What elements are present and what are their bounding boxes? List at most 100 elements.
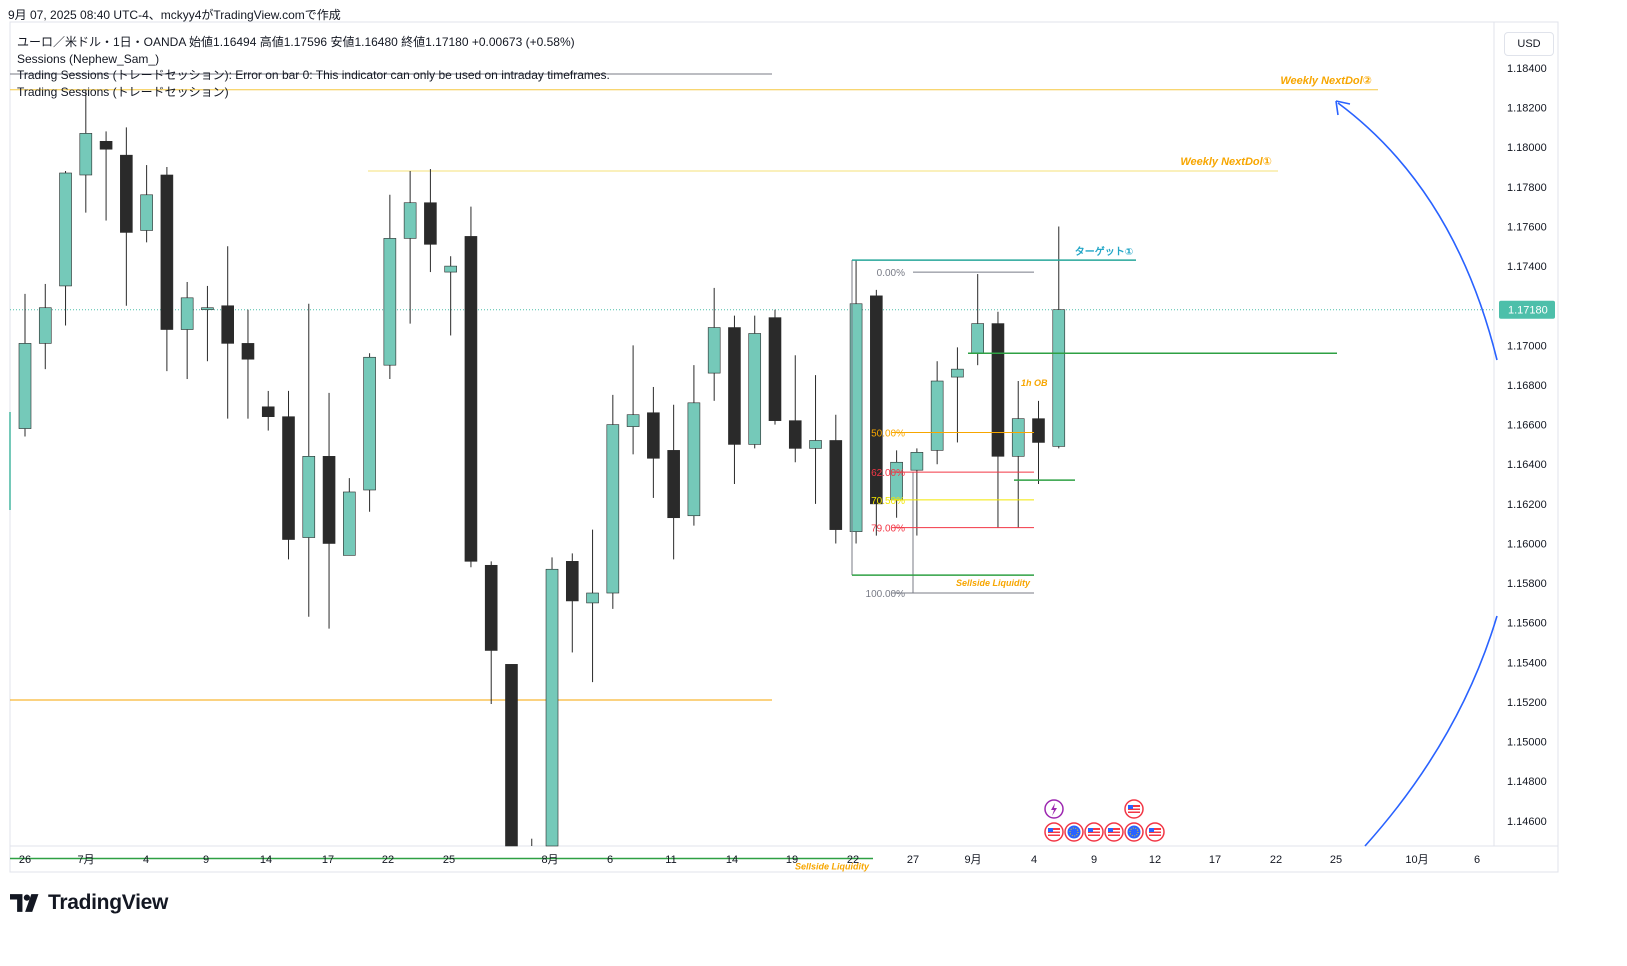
candle-7/30 (505, 664, 518, 847)
price-tick-label: 1.15800 (1507, 578, 1547, 590)
price-tick-label: 1.18200 (1507, 103, 1547, 115)
price-tick-label: 1.15200 (1507, 697, 1547, 709)
weekly-nextdol-2-label: Weekly NextDol② (1280, 75, 1372, 87)
earnings-bolt-icon (1044, 799, 1064, 819)
us-event-icon (1084, 822, 1104, 842)
candle-9/3 (1011, 418, 1025, 457)
indicator-trading-sessions-error[interactable]: Trading Sessions (トレードセッション): Error on b… (17, 68, 610, 82)
candle-8/15 (748, 333, 762, 445)
time-tick-label: 22 (382, 854, 394, 866)
time-tick-label: 11 (665, 854, 676, 866)
fib-level-label: 70.50% (871, 496, 905, 507)
candle-7/22 (383, 238, 397, 366)
candle-8/19 (788, 420, 802, 449)
candle-8/22 (849, 303, 863, 532)
candle-7/10 (221, 305, 234, 344)
price-tick-label: 1.15600 (1507, 618, 1547, 630)
price-tick-label: 1.18000 (1507, 142, 1547, 154)
candle-8/4 (565, 561, 579, 602)
time-tick-label: 6 (1474, 854, 1480, 866)
candle-6/27 (38, 307, 52, 344)
candle-8/18 (768, 317, 782, 421)
time-tick-label: 19 (786, 854, 798, 866)
candle-9/2 (991, 323, 1005, 457)
candle-8/25 (870, 295, 883, 505)
time-tick-label: 17 (1209, 854, 1221, 866)
price-tick-label: 1.17800 (1507, 182, 1547, 194)
candle-7/25 (444, 265, 457, 273)
us-event-icon (1104, 822, 1124, 842)
candle-8/14 (728, 327, 741, 445)
candle-7/23 (403, 202, 417, 239)
candle-7/7 (160, 174, 174, 330)
time-tick-label: 12 (1149, 854, 1161, 866)
symbol-ohlc-line[interactable]: ユーロ／米ドル・1日・OANDA 始値1.16494 高値1.17596 安値1… (17, 35, 575, 49)
price-tick-label: 1.17400 (1507, 261, 1547, 273)
candle-7/9 (201, 307, 214, 311)
price-tick-label: 1.17600 (1507, 221, 1547, 233)
brand-name: TradingView (48, 891, 169, 914)
projection-arrowhead-icon (1335, 100, 1351, 116)
time-tick-label: 4 (143, 854, 149, 866)
candle-6/30 (59, 172, 72, 287)
time-tick-label: 25 (1330, 854, 1342, 866)
price-tick-label: 1.17000 (1507, 340, 1547, 352)
candle-8/20 (809, 440, 822, 449)
price-tick-label: 1.16400 (1507, 459, 1547, 471)
time-tick-label: 22 (847, 854, 859, 866)
candle-8/29 (951, 368, 964, 378)
time-tick-label: 9 (203, 854, 209, 866)
candle-7/15 (282, 416, 295, 540)
chart-legend: ユーロ／米ドル・1日・OANDA 始値1.16494 高値1.17596 安値1… (17, 34, 610, 100)
time-tick-label: 25 (443, 854, 455, 866)
candle-8/28 (930, 380, 944, 451)
time-tick-label: 7月 (77, 854, 94, 866)
time-tick-label: 27 (907, 854, 919, 866)
currency-selector[interactable]: USD (1504, 32, 1554, 56)
time-tick-label: 9 (1091, 854, 1097, 866)
candle-8/7 (626, 414, 640, 427)
time-tick-label: 26 (19, 854, 31, 866)
indicator-sessions[interactable]: Sessions (Nephew_Sam_) (17, 51, 160, 66)
candle-8/1 (545, 568, 559, 847)
time-tick-label: 14 (726, 854, 738, 866)
price-tick-label: 1.16200 (1507, 499, 1547, 511)
eu-event-icon (1124, 822, 1144, 842)
fib-level-label: 79.00% (871, 524, 905, 535)
candle-9/5 (1052, 309, 1066, 447)
us-event-icon (1044, 822, 1064, 842)
time-tick-label: 22 (1270, 854, 1282, 866)
us-event-icon (1124, 799, 1144, 819)
candle-7/4 (140, 194, 153, 231)
candle-7/14 (261, 406, 275, 417)
candle-8/12 (687, 402, 701, 517)
price-tick-label: 1.16800 (1507, 380, 1547, 392)
tradingview-brand[interactable]: TradingView (10, 888, 168, 918)
candle-9/4 (1032, 418, 1045, 443)
projection-curve-low (1364, 615, 1498, 847)
time-tick-label: 8月 (541, 854, 558, 866)
candle-6/26 (18, 343, 32, 429)
candle-8/5 (586, 592, 599, 604)
last-price-label: 1.17180 (1508, 305, 1548, 317)
candle-9/1 (971, 323, 984, 354)
price-tick-label: 1.14800 (1507, 776, 1547, 788)
sellside-liquidity-label-high: Sellside Liquidity (956, 578, 1031, 588)
us-event-icon (1145, 822, 1165, 842)
fib-level-label: 62.00% (871, 468, 905, 479)
last-price-badge (1499, 300, 1555, 319)
price-tick-label: 1.16600 (1507, 420, 1547, 432)
candle-7/16 (302, 456, 316, 538)
chart-frame (9, 21, 1559, 873)
candle-7/2 (99, 141, 113, 150)
snapshot-info: 9月 07, 2025 08:40 UTC-4、mckyy4がTradingVi… (8, 8, 341, 22)
eu-event-icon (1064, 822, 1084, 842)
candle-7/18 (343, 491, 356, 556)
candle-7/3 (120, 154, 133, 233)
candle-8/13 (707, 327, 721, 374)
candle-8/27 (910, 452, 924, 471)
indicator-trading-sessions[interactable]: Trading Sessions (トレードセッション) (17, 84, 229, 99)
candle-7/28 (464, 236, 478, 562)
candle-7/29 (484, 564, 498, 651)
